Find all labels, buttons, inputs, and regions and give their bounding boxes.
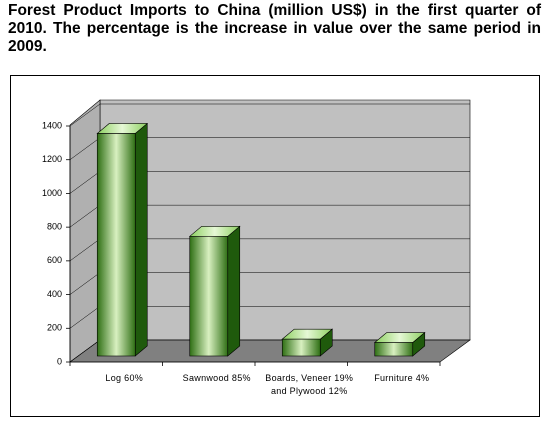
chart-title: Forest Product Imports to China (million… bbox=[8, 2, 541, 55]
y-tick-label: 1200 bbox=[42, 154, 62, 164]
y-tick-label: 1400 bbox=[42, 120, 62, 130]
grid-line bbox=[69, 238, 101, 262]
side-wall bbox=[69, 99, 101, 363]
grid-line bbox=[69, 171, 101, 194]
back-wall bbox=[99, 99, 471, 341]
grid-line bbox=[69, 204, 101, 228]
grid-line bbox=[69, 137, 101, 160]
grid-line bbox=[69, 306, 101, 329]
x-tick-label: Boards, Veneer 19% and Plywood 12% bbox=[265, 373, 354, 396]
x-tick-label: Furniture 4% bbox=[374, 373, 430, 383]
bar bbox=[374, 342, 414, 357]
grid-line bbox=[69, 272, 101, 295]
grid-line bbox=[69, 103, 101, 127]
bar bbox=[189, 236, 229, 357]
y-tick-label: 600 bbox=[47, 255, 62, 265]
chart-frame bbox=[10, 75, 540, 417]
grid-line bbox=[69, 339, 101, 363]
x-tick-label: Sawnwood 85% bbox=[182, 373, 251, 383]
bar-side bbox=[134, 122, 148, 357]
y-tick-label: 800 bbox=[47, 222, 62, 232]
bar-side bbox=[227, 225, 241, 357]
bar bbox=[96, 133, 136, 357]
y-tick-label: 1000 bbox=[42, 188, 62, 198]
bar bbox=[281, 338, 321, 357]
y-tick-label: 0 bbox=[57, 356, 62, 366]
y-tick-label: 200 bbox=[47, 323, 62, 333]
y-tick-label: 400 bbox=[47, 289, 62, 299]
x-tick-label: Log 60% bbox=[105, 373, 144, 383]
